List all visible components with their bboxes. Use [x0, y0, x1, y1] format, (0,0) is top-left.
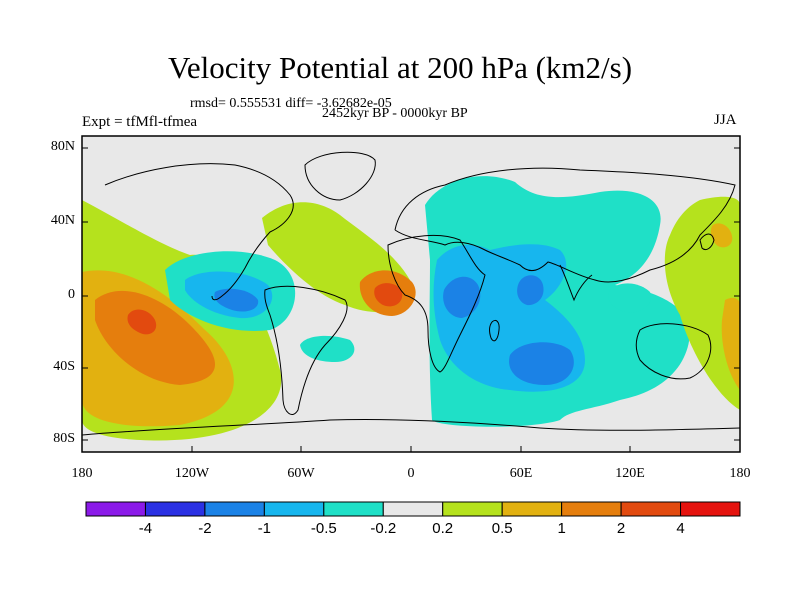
- lon-label-180-left: 180: [71, 466, 93, 481]
- colorbar-label: -2: [198, 520, 212, 537]
- coast-india: [559, 264, 593, 302]
- colorbar-swatch-0: [85, 501, 146, 517]
- colorbar: [85, 501, 741, 517]
- colorbar-swatch-4: [323, 501, 384, 517]
- colorbar-label: 0.5: [491, 520, 513, 537]
- coast-south-america: [264, 285, 348, 415]
- coast-japan: [699, 233, 715, 251]
- lon-label-0: 0: [407, 466, 415, 481]
- contour-fields: [82, 176, 740, 441]
- colorbar-label: 4: [676, 520, 685, 537]
- lat-label-0: 0: [68, 287, 75, 302]
- lon-label-60W: 60W: [287, 466, 315, 481]
- lon-label-60E: 60E: [509, 466, 533, 481]
- coast-africa: [387, 235, 486, 373]
- coastlines: [82, 151, 740, 436]
- period-subtitle: 2452kyr BP - 0000kyr BP: [322, 106, 468, 121]
- lat-label-40N: 40N: [50, 213, 75, 228]
- colorbar-label: 0.2: [432, 520, 454, 537]
- colorbar-swatch-7: [501, 501, 563, 517]
- lat-label-40S: 40S: [53, 359, 75, 374]
- colorbar-swatch-10: [680, 501, 741, 517]
- colorbar-label: -0.5: [310, 520, 337, 537]
- contour-blue-southindian: [509, 342, 574, 385]
- contour-blue-africa: [443, 276, 481, 318]
- contour-blue-arabia: [517, 275, 544, 306]
- contour-red-atlantic: [374, 283, 403, 307]
- stats-subtitle: rmsd= 0.555531 diff= -3.62682e-05: [190, 96, 392, 111]
- contour-teal-satlantic: [300, 335, 355, 362]
- coast-north-america: [104, 163, 294, 301]
- coast-antarctica: [82, 418, 740, 436]
- colorbar-label: -4: [138, 520, 153, 537]
- lon-label-180-right: 180: [729, 466, 751, 481]
- axis-ticks: [81, 147, 741, 452]
- colorbar-swatch-8: [561, 501, 622, 517]
- coast-australia: [635, 323, 712, 380]
- contour-yellow-edge: [721, 297, 740, 390]
- contour-teal-indonesia: [608, 283, 651, 313]
- colorbar-label: -1: [257, 520, 272, 537]
- colorbar-swatch-6: [442, 501, 503, 517]
- lat-label-80S: 80S: [53, 431, 75, 446]
- map-title: Velocity Potential at 200 hPa (km2/s): [167, 50, 633, 85]
- experiment-label: Expt = tfMfl-tfmea: [82, 114, 198, 130]
- lat-label-80N: 80N: [50, 139, 75, 154]
- coast-eurasia: [394, 167, 736, 283]
- contour-green-wpacific: [664, 196, 740, 410]
- contour-orange-pacific: [95, 290, 215, 385]
- lon-label-120W: 120W: [174, 466, 210, 481]
- season-label: JJA: [714, 112, 737, 128]
- contour-red-pacific: [127, 309, 157, 335]
- colorbar-label: 1: [557, 520, 566, 537]
- colorbar-swatch-2: [204, 501, 265, 517]
- colorbar-swatch-1: [144, 501, 206, 517]
- lon-label-120E: 120E: [615, 466, 645, 481]
- colorbar-label: 2: [616, 520, 626, 537]
- colorbar-swatch-9: [620, 501, 682, 517]
- coast-madagascar: [489, 319, 500, 342]
- colorbar-swatch-5: [382, 501, 444, 517]
- coast-greenland: [304, 151, 376, 201]
- contour-yellow-wpacific: [710, 223, 733, 248]
- colorbar-label: -0.2: [370, 520, 397, 537]
- contour-blue-epacific: [214, 288, 259, 312]
- colorbar-swatch-3: [263, 501, 325, 517]
